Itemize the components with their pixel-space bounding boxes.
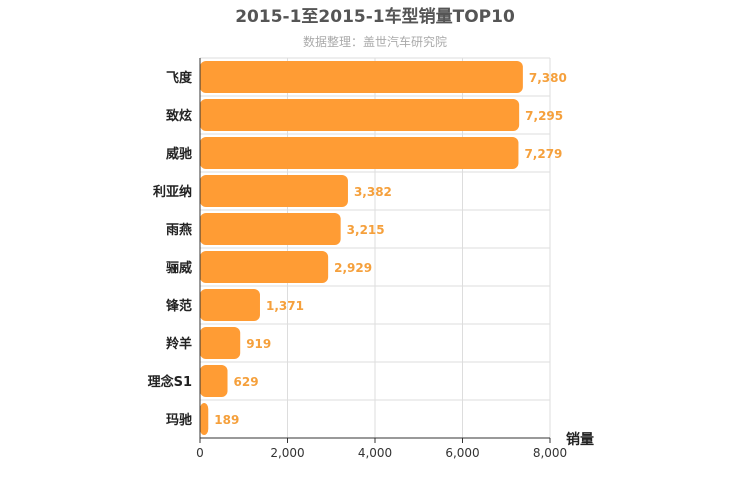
- grid-lines: [200, 57, 551, 439]
- category-label: 羚羊: [166, 336, 192, 352]
- bar[interactable]: [200, 365, 228, 397]
- x-axis-title: 销量: [566, 431, 594, 448]
- category-label: 飞度: [166, 70, 193, 86]
- x-tick-label: 0: [196, 446, 204, 460]
- chart-title: 2015-1至2015-1车型销量TOP10: [235, 6, 515, 27]
- data-label: 2,929: [334, 261, 372, 275]
- data-label: 189: [214, 413, 239, 427]
- category-label: 理念S1: [148, 374, 192, 390]
- bar[interactable]: [200, 289, 260, 321]
- bar[interactable]: [200, 61, 523, 93]
- x-tick-label: 6,000: [445, 446, 479, 460]
- data-label: 629: [234, 375, 259, 389]
- data-label: 7,279: [524, 147, 562, 161]
- bar[interactable]: [200, 175, 348, 207]
- bar[interactable]: [200, 99, 520, 131]
- data-label: 1,371: [266, 299, 304, 313]
- bars-group: 7,380 7,295 7,279 3,382 3,215 2,929 1,371 919 62…: [200, 61, 567, 435]
- x-tick-label: 4,000: [358, 446, 392, 460]
- category-label: 雨燕: [166, 222, 192, 238]
- bar[interactable]: [200, 403, 209, 435]
- data-label: 3,215: [347, 223, 385, 237]
- bar[interactable]: [200, 327, 241, 359]
- category-label: 利亚纳: [153, 184, 192, 200]
- category-label: 锋范: [166, 298, 192, 314]
- x-tick-label: 8,000: [533, 446, 567, 460]
- category-label: 玛驰: [166, 413, 192, 428]
- chart-subtitle: 数据整理：盖世汽车研究院: [303, 34, 447, 49]
- x-tick-label: 2,000: [270, 446, 304, 460]
- category-label: 致炫: [166, 108, 192, 124]
- data-label: 7,380: [529, 71, 567, 85]
- category-label: 骊威: [166, 260, 192, 276]
- bar[interactable]: [200, 137, 519, 169]
- bar[interactable]: [200, 251, 329, 283]
- bar[interactable]: [200, 213, 341, 245]
- data-label: 919: [246, 337, 271, 351]
- data-label: 7,295: [525, 109, 563, 123]
- category-label: 威驰: [166, 146, 192, 162]
- data-label: 3,382: [354, 185, 392, 199]
